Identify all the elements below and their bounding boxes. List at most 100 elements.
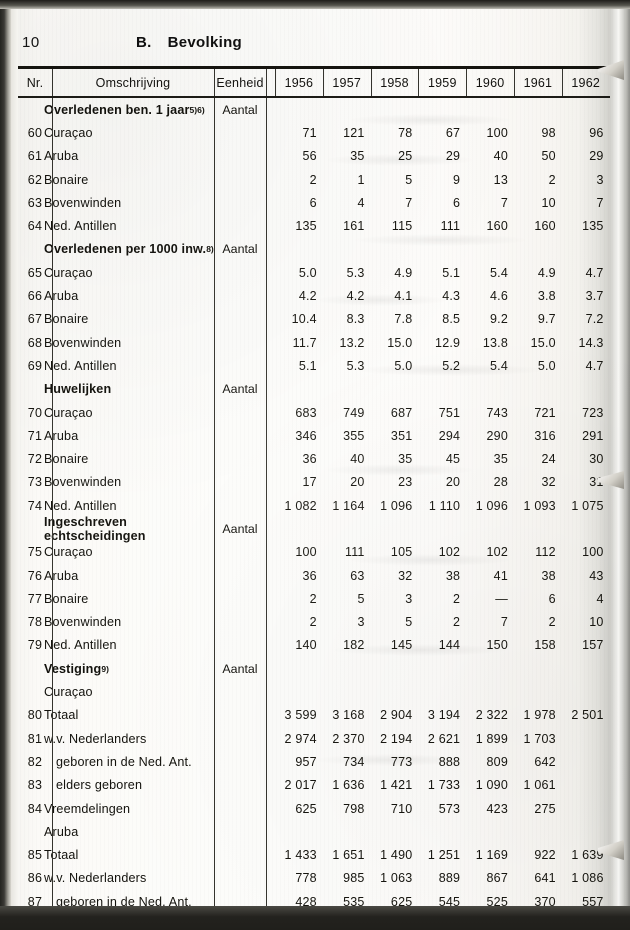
data-cell-1961: 32 (541, 475, 556, 490)
scanner-edge-left (0, 0, 11, 930)
row-number: 74 (27, 498, 43, 513)
data-cell-1957: 13.2 (339, 335, 365, 350)
data-cell-1962: 30 (589, 452, 604, 467)
data-cell-1957: 3 (357, 615, 365, 630)
data-cell-1958: 4.9 (394, 265, 413, 280)
data-cell-1958: 32 (398, 568, 413, 583)
data-cell-1958: 3 (405, 591, 413, 606)
header-column-divider (322, 69, 324, 96)
data-cell-1959: 5.2 (442, 358, 461, 373)
section-unit: Aantal (222, 242, 258, 257)
row-number: 79 (27, 638, 43, 653)
data-cell-1962: 723 (582, 405, 604, 420)
data-cell-1958: 78 (398, 125, 413, 140)
data-cell-1956: 4.2 (298, 289, 317, 304)
table-header-row: Nr. Omschrijving Eenheid 1956 1957 1958 1959 19… (18, 69, 610, 96)
data-cell-1960 (466, 680, 508, 703)
data-cell-1957: 8.3 (346, 312, 365, 327)
table-row: 77 Bonaire 2 5 3 2 — 6 4 (18, 587, 610, 610)
data-cell-1957: 63 (350, 568, 365, 583)
section-header-row: Overledenen per 1000 inw. 8) Aantal (18, 238, 610, 261)
data-cell-1960: 40 (493, 149, 508, 164)
table-row: 73 Bovenwinden 17 20 23 20 28 32 31 (18, 471, 610, 494)
data-cell-1959: 1 733 (427, 778, 461, 793)
header-column-divider (514, 69, 515, 96)
table-subheading-row: Aruba (18, 820, 610, 843)
data-cell-1961 (514, 820, 556, 843)
table-row: 66 Aruba 4.2 4.2 4.1 4.3 4.6 3.8 3.7 (18, 284, 610, 307)
data-cell-1961: 50 (541, 149, 556, 164)
row-description: Bovenwinden (44, 335, 122, 350)
scanner-edge-left-inner (11, 0, 18, 930)
data-cell-1958: 625 (390, 894, 413, 909)
data-cell-1960: 5.4 (490, 358, 508, 373)
data-cell-1962: 100 (582, 545, 604, 560)
data-cell-1956: 1 082 (284, 498, 317, 513)
row-number: 78 (27, 615, 43, 630)
data-cell-1957: 1 (357, 172, 365, 187)
page-title: B. Bevolking (136, 34, 242, 51)
data-cell-1958: 1 490 (380, 848, 413, 863)
header-column-divider (214, 69, 215, 96)
data-cell-1961: 160 (534, 219, 556, 234)
row-number: 87 (27, 894, 43, 909)
section-header-row: Vestiging 9) Aantal (18, 657, 610, 680)
table-row: 71 Aruba 346 355 351 294 290 316 291 (18, 424, 610, 447)
table-row: 78 Bovenwinden 2 3 5 2 7 2 10 (18, 611, 610, 634)
data-cell-1960: 1 169 (475, 848, 508, 863)
table-row: 67 Bonaire 10.4 8.3 7.8 8.5 9.2 9.7 7.2 (18, 308, 610, 331)
data-cell-1958: 23 (398, 475, 413, 490)
data-cell-1959 (418, 820, 460, 843)
data-cell-1960: 525 (486, 894, 508, 909)
data-cell-1962: 43 (589, 568, 604, 583)
row-description: Bonaire (44, 452, 89, 467)
data-cell-1956: 2 017 (284, 778, 317, 793)
section-letter: B. (136, 34, 152, 51)
row-description: Ned. Antillen (44, 358, 117, 373)
data-cell-1960: 13 (493, 172, 508, 187)
row-description: Bonaire (44, 172, 89, 187)
data-cell-1961: 3.8 (537, 289, 556, 304)
row-description: Vreemdelingen (44, 801, 131, 816)
section-unit: Aantal (222, 661, 258, 676)
header-column-divider (466, 69, 468, 96)
page-number: 10 (22, 34, 40, 51)
row-number: 71 (27, 428, 43, 443)
data-cell-1956: 11.7 (292, 335, 317, 350)
data-cell-1956: 135 (295, 219, 317, 234)
data-cell-1958: 25 (398, 149, 413, 164)
data-cell-1959: 889 (438, 871, 461, 886)
data-cell-1956: 56 (302, 149, 317, 164)
data-cell-1962: 1 075 (571, 498, 604, 513)
data-cell-1959: 3 194 (427, 708, 461, 723)
data-cell-1959: 888 (438, 754, 461, 769)
data-cell-1958: 115 (391, 219, 413, 234)
table-row: 74 Ned. Antillen 1 082 1 164 1 096 1 110 1 096… (18, 494, 610, 517)
data-cell-1956: 6 (309, 195, 317, 210)
data-cell-1962: 2 501 (571, 708, 604, 723)
data-cell-1961: 38 (541, 568, 556, 583)
data-cell-1959: 1 110 (428, 498, 461, 513)
data-cell-1957: 3 168 (332, 708, 365, 723)
row-number: 86 (27, 871, 43, 886)
statistics-table: Nr. Omschrijving Eenheid 1956 1957 1958 1959 19… (18, 66, 610, 930)
column-header-year-1958: 1958 (380, 75, 409, 90)
column-header-unit: Eenheid (216, 75, 264, 90)
data-cell-1961: 721 (534, 405, 556, 420)
data-cell-1960: 13.8 (482, 335, 508, 350)
data-cell-1962 (562, 797, 604, 820)
data-cell-1960: 5.4 (490, 265, 508, 280)
data-cell-1962: 10 (589, 615, 604, 630)
data-cell-1957: 749 (343, 405, 365, 420)
data-cell-1961: 275 (534, 801, 556, 816)
data-cell-1959: 9 (453, 172, 461, 187)
table-row: 64 Ned. Antillen 135 161 115 111 160 160 135 (18, 214, 610, 237)
data-cell-1958: 351 (390, 428, 413, 443)
data-cell-1956: 428 (295, 894, 317, 909)
data-cell-1959: 29 (445, 149, 461, 164)
data-cell-1961: 1 703 (523, 731, 556, 746)
data-cell-1961: 9.7 (537, 312, 556, 327)
data-cell-1959: 545 (438, 894, 461, 909)
